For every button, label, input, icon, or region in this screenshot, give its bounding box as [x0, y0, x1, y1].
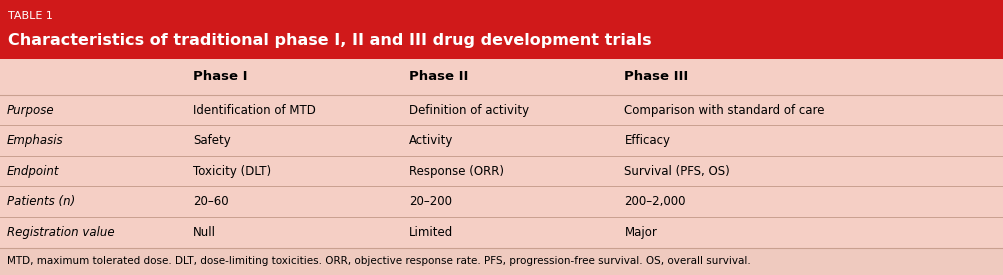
Text: Null: Null — [193, 226, 216, 239]
Text: Purpose: Purpose — [7, 104, 54, 117]
Text: Definition of activity: Definition of activity — [408, 104, 529, 117]
Text: Safety: Safety — [193, 134, 231, 147]
Text: Patients (n): Patients (n) — [7, 195, 75, 208]
Text: Phase I: Phase I — [193, 70, 247, 84]
Text: Toxicity (DLT): Toxicity (DLT) — [193, 165, 271, 178]
Text: 20–60: 20–60 — [193, 195, 228, 208]
Text: Survival (PFS, OS): Survival (PFS, OS) — [624, 165, 729, 178]
Text: Comparison with standard of care: Comparison with standard of care — [624, 104, 824, 117]
Text: Major: Major — [624, 226, 657, 239]
Text: Efficacy: Efficacy — [624, 134, 670, 147]
Bar — [0, 248, 1003, 275]
Text: Identification of MTD: Identification of MTD — [193, 104, 315, 117]
Text: Phase III: Phase III — [624, 70, 688, 84]
Text: Phase II: Phase II — [408, 70, 467, 84]
Text: Characteristics of traditional phase I, II and III drug development trials: Characteristics of traditional phase I, … — [8, 33, 651, 48]
Text: Activity: Activity — [408, 134, 452, 147]
Bar — [0, 0, 1003, 59]
Text: Endpoint: Endpoint — [7, 165, 59, 178]
Text: TABLE 1: TABLE 1 — [8, 11, 53, 21]
Text: 200–2,000: 200–2,000 — [624, 195, 685, 208]
Text: Response (ORR): Response (ORR) — [408, 165, 504, 178]
Bar — [0, 59, 1003, 248]
Text: Emphasis: Emphasis — [7, 134, 63, 147]
Text: MTD, maximum tolerated dose. DLT, dose-limiting toxicities. ORR, objective respo: MTD, maximum tolerated dose. DLT, dose-l… — [7, 256, 750, 266]
Text: Registration value: Registration value — [7, 226, 114, 239]
Text: Limited: Limited — [408, 226, 452, 239]
Text: 20–200: 20–200 — [408, 195, 451, 208]
